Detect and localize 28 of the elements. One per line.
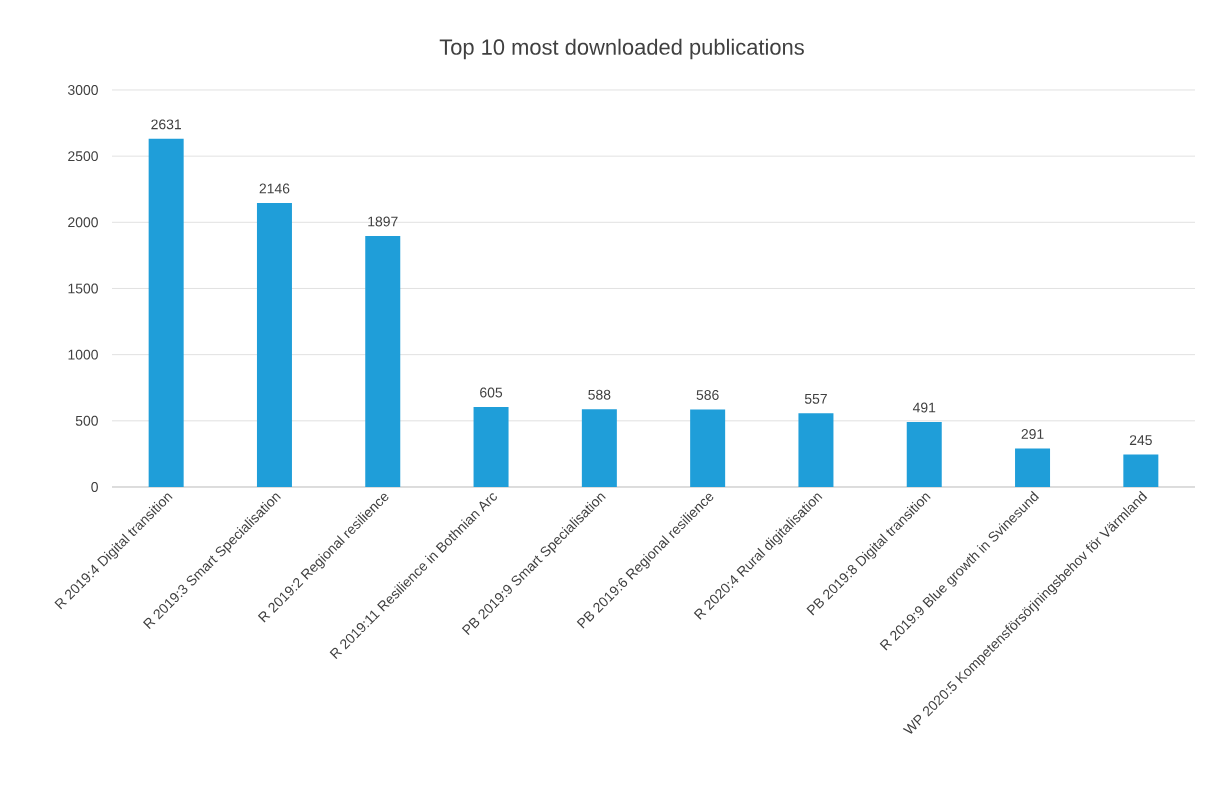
y-tick-label: 3000 <box>67 85 98 95</box>
data-label: 491 <box>912 402 936 413</box>
bar <box>365 235 401 487</box>
bar <box>798 413 834 487</box>
data-label: 1897 <box>368 216 398 227</box>
y-tick-label: 0 <box>91 482 98 492</box>
bar <box>256 202 292 487</box>
bar <box>473 406 509 487</box>
data-label: 291 <box>1021 429 1044 439</box>
y-tick-label: 2500 <box>68 151 98 162</box>
data-label: 588 <box>588 389 611 400</box>
bar <box>1015 448 1051 487</box>
data-label: 605 <box>480 387 503 398</box>
y-tick-label: 1500 <box>68 283 98 294</box>
y-tick-label: 1000 <box>68 349 98 360</box>
bar <box>690 409 726 487</box>
bar <box>148 138 184 487</box>
bar <box>1123 454 1159 487</box>
data-label: 2631 <box>151 119 181 130</box>
bar <box>581 409 617 487</box>
data-label: 586 <box>696 390 719 400</box>
y-tick-label: 2000 <box>68 217 98 228</box>
data-label: 2146 <box>259 183 290 194</box>
data-label: 557 <box>804 394 827 404</box>
data-label: 245 <box>1129 435 1152 446</box>
chart-title: Top 10 most downloaded publications <box>439 38 804 60</box>
y-tick-label: 500 <box>75 415 98 426</box>
bar <box>906 422 942 487</box>
